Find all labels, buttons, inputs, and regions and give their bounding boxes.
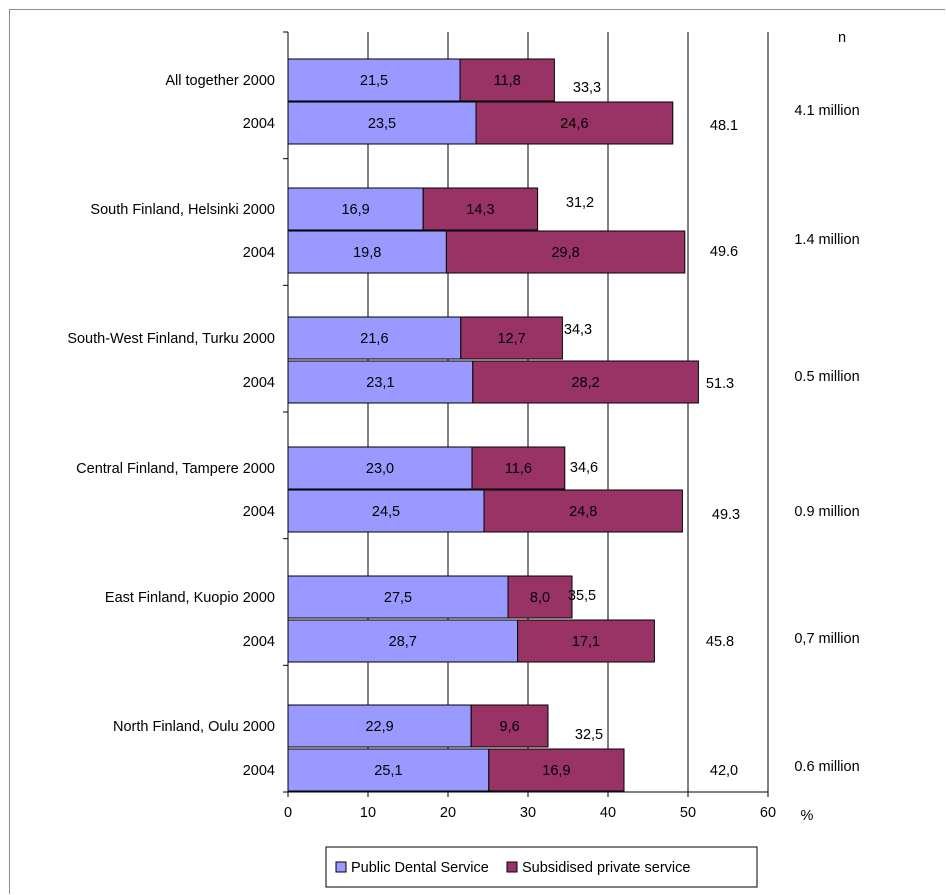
bar-public-dental-service xyxy=(287,704,472,748)
data-label-public: 23,5 xyxy=(368,116,396,132)
total-label: 49.3 xyxy=(712,507,740,523)
bar-subsidised-private-service xyxy=(507,575,573,619)
data-label-public: 23,1 xyxy=(366,375,394,391)
category-label: 2004 xyxy=(243,763,275,779)
bar-subsidised-private-service xyxy=(460,316,563,360)
category-label: North Finland, Oulu 2000 xyxy=(113,719,275,735)
bar-subsidised-private-service xyxy=(472,360,699,404)
bar-subsidised-private-service xyxy=(517,619,655,663)
bar-public-dental-service xyxy=(287,619,519,663)
bar-public-dental-service xyxy=(287,316,462,360)
x-tick-label: 60 xyxy=(760,805,776,821)
x-tick-label: 50 xyxy=(680,805,696,821)
bar-subsidised-private-service xyxy=(445,230,686,274)
x-tick-label: 0 xyxy=(284,805,292,821)
n-column-header: n xyxy=(838,30,846,46)
category-label: 2004 xyxy=(243,375,275,391)
data-label-private: 14,3 xyxy=(466,202,494,218)
category-label: South-West Finland, Turku 2000 xyxy=(67,331,275,347)
data-label-private: 17,1 xyxy=(572,634,600,650)
total-label: 45.8 xyxy=(706,634,734,650)
category-label: All together 2000 xyxy=(165,73,275,89)
legend-swatch-public xyxy=(335,861,347,873)
bar-subsidised-private-service xyxy=(475,101,674,145)
chart-frame xyxy=(9,9,945,894)
total-label: 33,3 xyxy=(573,80,601,96)
x-axis-unit: % xyxy=(801,808,814,824)
data-label-public: 27,5 xyxy=(384,590,412,606)
legend-label-public: Public Dental Service xyxy=(351,860,489,876)
category-label: 2004 xyxy=(243,504,275,520)
data-label-public: 21,6 xyxy=(360,331,388,347)
total-label: 34,6 xyxy=(570,460,598,476)
category-label: 2004 xyxy=(243,116,275,132)
legend-box xyxy=(325,846,758,888)
data-label-private: 9,6 xyxy=(500,719,520,735)
total-label: 35,5 xyxy=(568,588,596,604)
n-label: 1.4 million xyxy=(794,232,859,248)
category-label: 2004 xyxy=(243,245,275,261)
x-tick-label: 40 xyxy=(600,805,616,821)
bar-subsidised-private-service xyxy=(488,748,625,792)
data-label-private: 11,8 xyxy=(494,73,521,89)
data-label-public: 25,1 xyxy=(374,763,402,779)
category-label: Central Finland, Tampere 2000 xyxy=(76,461,275,477)
bar-public-dental-service xyxy=(287,446,473,490)
data-label-public: 21,5 xyxy=(360,73,388,89)
total-label: 32,5 xyxy=(575,727,603,743)
bar-subsidised-private-service xyxy=(422,187,539,231)
n-label: 0.6 million xyxy=(794,759,859,775)
total-label: 48.1 xyxy=(710,118,738,134)
data-label-private: 28,2 xyxy=(571,375,599,391)
data-label-public: 16,9 xyxy=(341,202,369,218)
bar-public-dental-service xyxy=(287,489,485,533)
bar-public-dental-service xyxy=(287,230,447,274)
category-label: East Finland, Kuopio 2000 xyxy=(105,590,275,606)
total-label: 42,0 xyxy=(710,763,738,779)
bar-public-dental-service xyxy=(287,187,424,231)
bar-public-dental-service xyxy=(287,748,490,792)
category-label: 2004 xyxy=(243,634,275,650)
data-label-public: 23,0 xyxy=(366,461,394,477)
n-label: 0,7 million xyxy=(794,631,859,647)
total-label: 49.6 xyxy=(710,244,738,260)
data-label-public: 28,7 xyxy=(389,634,417,650)
bar-public-dental-service xyxy=(287,58,461,102)
data-label-private: 16,9 xyxy=(542,763,570,779)
x-tick-label: 30 xyxy=(520,805,536,821)
data-label-public: 22,9 xyxy=(365,719,393,735)
n-label: 0.5 million xyxy=(794,369,859,385)
n-label: 0.9 million xyxy=(794,504,859,520)
data-label-private: 24,8 xyxy=(569,504,597,520)
data-label-private: 8,0 xyxy=(530,590,550,606)
legend-swatch-private xyxy=(506,861,518,873)
bar-subsidised-private-service xyxy=(459,58,555,102)
bar-subsidised-private-service xyxy=(471,446,566,490)
category-label: South Finland, Helsinki 2000 xyxy=(90,202,275,218)
total-label: 31,2 xyxy=(566,195,594,211)
n-label: 4.1 million xyxy=(794,103,859,119)
data-label-public: 24,5 xyxy=(372,504,400,520)
data-label-private: 29,8 xyxy=(551,245,579,261)
data-label-private: 11,6 xyxy=(505,461,532,477)
total-label: 51.3 xyxy=(706,376,734,392)
x-tick-label: 10 xyxy=(360,805,376,821)
x-tick-label: 20 xyxy=(440,805,456,821)
total-label: 34,3 xyxy=(564,322,592,338)
bar-subsidised-private-service xyxy=(483,489,683,533)
legend-label-private: Subsidised private service xyxy=(522,860,690,876)
data-label-private: 24,6 xyxy=(560,116,588,132)
bar-public-dental-service xyxy=(287,360,474,404)
bar-subsidised-private-service xyxy=(470,704,549,748)
data-label-public: 19,8 xyxy=(353,245,381,261)
data-label-private: 12,7 xyxy=(497,331,525,347)
